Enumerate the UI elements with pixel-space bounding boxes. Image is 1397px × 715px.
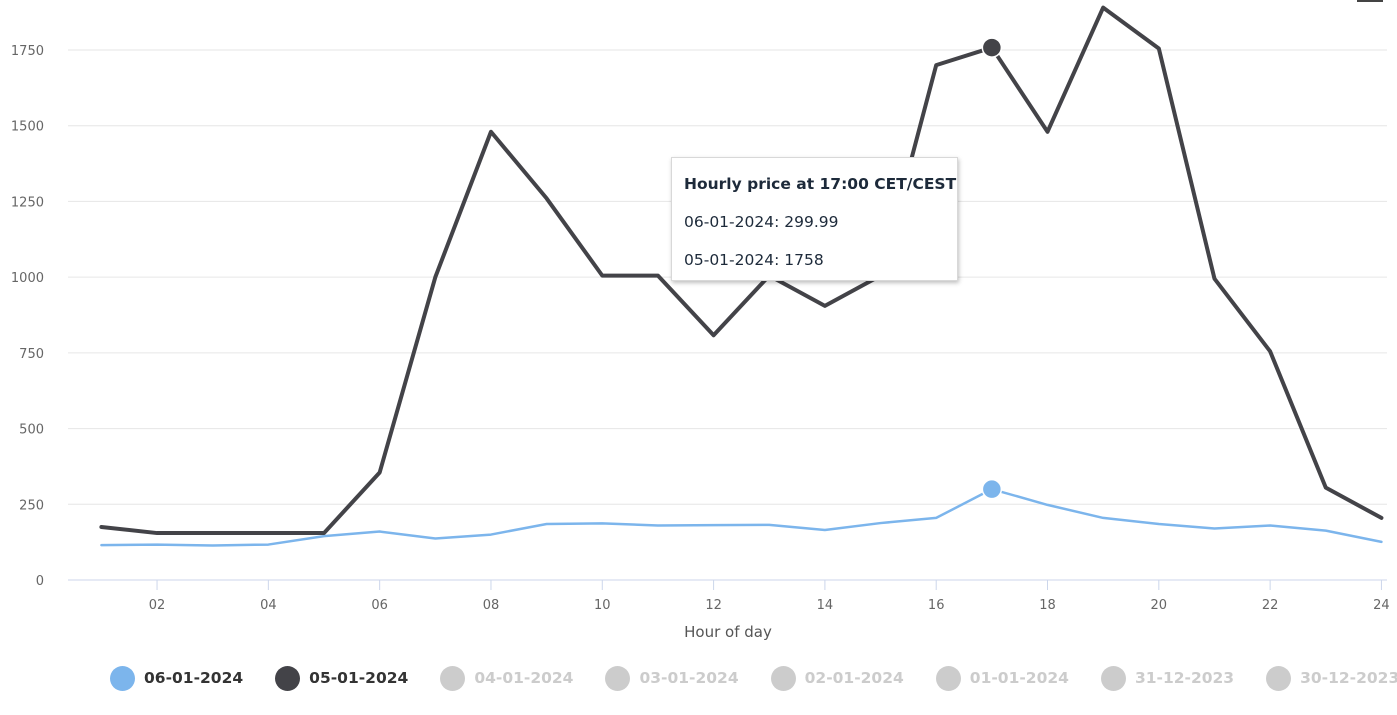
legend-marker-icon xyxy=(440,665,466,691)
series-line-2[interactable] xyxy=(99,5,1384,536)
legend-marker-icon xyxy=(935,665,961,691)
series-line-1[interactable] xyxy=(100,487,1383,547)
legend-item-7[interactable]: 31-12-2023 xyxy=(1100,665,1235,691)
legend-marker-icon xyxy=(1100,665,1126,691)
legend-item-1[interactable]: 06-01-2024 xyxy=(110,665,244,691)
legend-label: 30-12-2023 xyxy=(1300,669,1397,687)
x-tick-label: 02 xyxy=(149,598,166,613)
y-tick-label: 250 xyxy=(19,498,44,513)
y-tick-label: 0 xyxy=(36,574,44,589)
y-tick-label: 500 xyxy=(19,423,44,438)
x-tick-label: 20 xyxy=(1151,598,1168,613)
legend-marker-icon xyxy=(605,665,631,691)
x-axis-label: Hour of day xyxy=(684,623,772,641)
legend-item-6[interactable]: 01-01-2024 xyxy=(935,665,1069,691)
x-tick-label: 18 xyxy=(1039,598,1056,613)
x-tick-label: 12 xyxy=(705,598,722,613)
y-tick-label: 750 xyxy=(19,347,44,362)
legend-label: 01-01-2024 xyxy=(969,669,1069,687)
highlight-point-series-1[interactable] xyxy=(981,478,1003,500)
x-tick-label: 24 xyxy=(1373,598,1390,613)
legend-label: 05-01-2024 xyxy=(309,669,409,687)
y-tick-label: 1000 xyxy=(11,271,44,286)
legend-marker-icon xyxy=(770,665,796,691)
legend-item-5[interactable]: 02-01-2024 xyxy=(770,665,904,691)
legend-item-2[interactable]: 05-01-2024 xyxy=(275,665,409,691)
y-tick-label: 1250 xyxy=(11,195,44,210)
legend-label: 03-01-2024 xyxy=(639,669,739,687)
tooltip-row-series-1: 06-01-2024: 299.99 xyxy=(684,213,839,231)
tooltip-row-series-2: 05-01-2024: 1758 xyxy=(684,251,824,269)
x-tick-label: 08 xyxy=(483,598,500,613)
legend-item-4[interactable]: 03-01-2024 xyxy=(605,665,739,691)
highlight-point-series-2[interactable] xyxy=(981,37,1003,58)
menu-corner-mark[interactable] xyxy=(1357,0,1383,2)
x-tick-label: 04 xyxy=(260,598,277,613)
highlight-markers xyxy=(981,37,1003,500)
tooltip-title: Hourly price at 17:00 CET/CEST xyxy=(684,175,957,193)
y-axis-ticks: 0 250 500 750 1000 1250 1500 1750 xyxy=(11,44,44,589)
x-tick-label: 10 xyxy=(594,598,611,613)
x-tick-label: 06 xyxy=(371,598,388,613)
y-tick-label: 1500 xyxy=(11,120,44,135)
x-tick-label: 16 xyxy=(928,598,945,613)
price-line-chart: 0 250 500 750 1000 1250 1500 1750 02 04 06 08 10 12 1… xyxy=(11,5,1390,641)
legend-label: 06-01-2024 xyxy=(144,669,244,687)
x-tick-label: 14 xyxy=(817,598,834,613)
x-axis: 02 04 06 08 10 12 14 16 18 20 22 24 xyxy=(68,579,1390,613)
grid-lines xyxy=(68,49,1387,505)
series-lines xyxy=(99,5,1384,547)
legend-label: 02-01-2024 xyxy=(804,669,904,687)
legend-marker-icon xyxy=(110,665,135,691)
chart-legend: 06-01-2024 05-01-2024 04-01-2024 03-01-2024… xyxy=(110,664,1397,692)
y-tick-label: 1750 xyxy=(11,44,44,59)
legend-label: 31-12-2023 xyxy=(1134,669,1235,687)
x-tick-label: 22 xyxy=(1262,598,1279,613)
legend-label: 04-01-2024 xyxy=(474,669,574,687)
legend-marker-icon xyxy=(1266,665,1292,691)
legend-item-8[interactable]: 30-12-2023 xyxy=(1266,665,1397,691)
legend-marker-icon xyxy=(275,665,301,691)
hover-tooltip: Hourly price at 17:00 CET/CEST 06-01-202… xyxy=(671,157,958,281)
legend-item-3[interactable]: 04-01-2024 xyxy=(440,665,574,691)
